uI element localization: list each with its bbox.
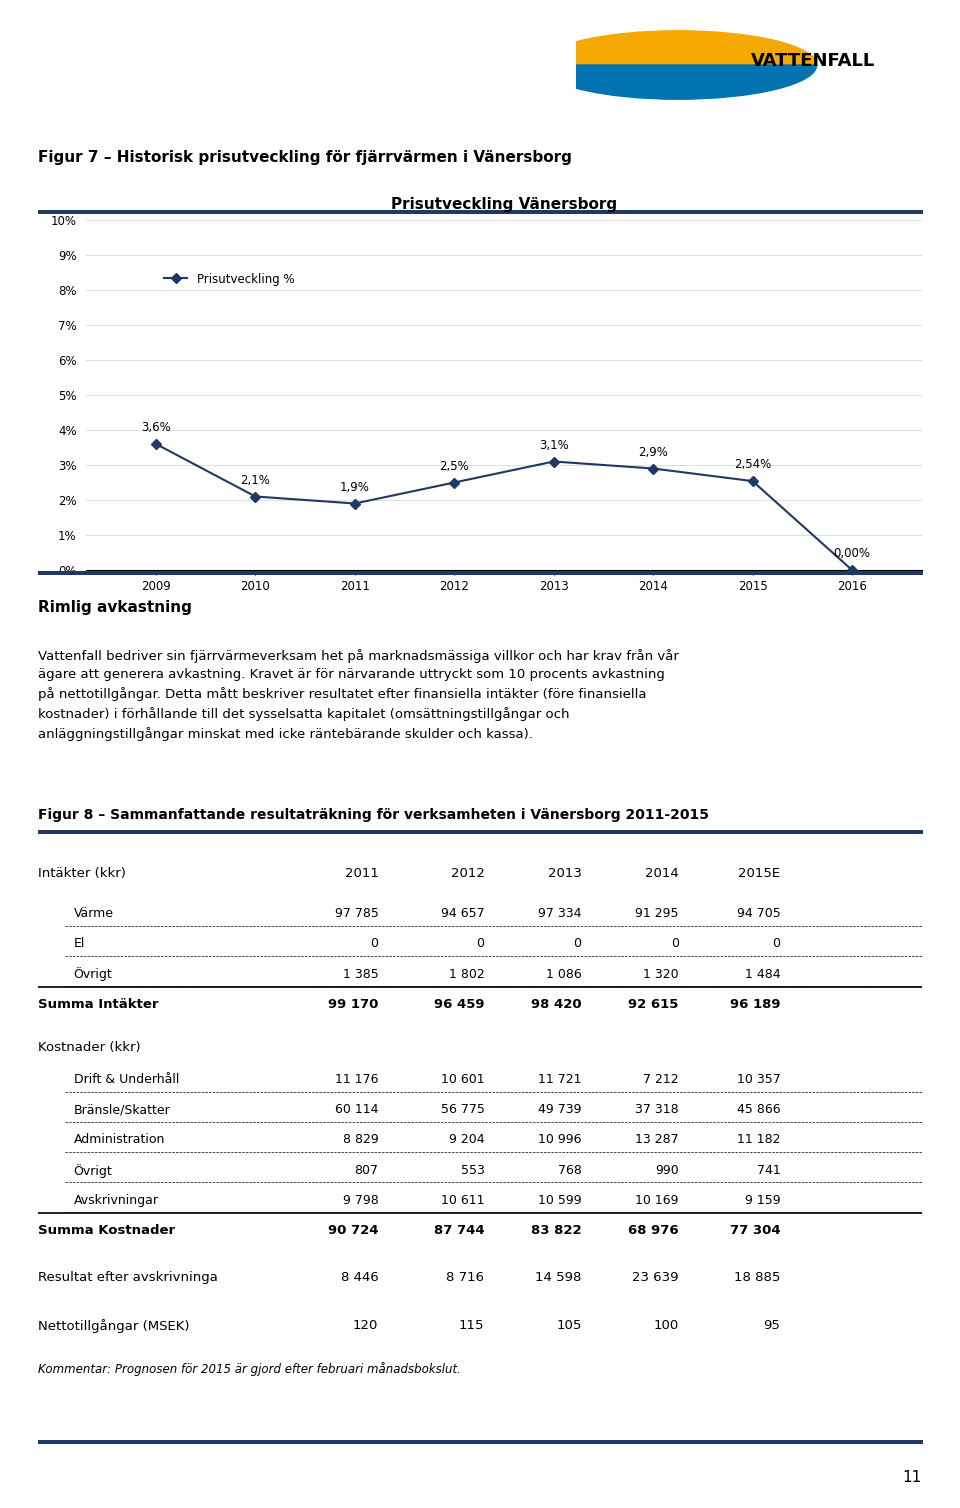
- Text: 9 159: 9 159: [745, 1194, 780, 1206]
- Text: 90 724: 90 724: [328, 1224, 378, 1237]
- Text: 3,1%: 3,1%: [539, 439, 568, 452]
- Text: 14 598: 14 598: [535, 1271, 582, 1285]
- Text: Vattenfall bedriver sin fjärrvärmeverksam het på marknadsmässiga villkor och har: Vattenfall bedriver sin fjärrvärmeverksa…: [38, 648, 680, 742]
- Text: 56 775: 56 775: [441, 1104, 485, 1116]
- Text: 94 657: 94 657: [441, 908, 485, 920]
- Text: 0,00%: 0,00%: [833, 547, 871, 561]
- Text: Drift & Underhåll: Drift & Underhåll: [74, 1074, 180, 1086]
- Text: 2,9%: 2,9%: [638, 446, 668, 458]
- Text: Avskrivningar: Avskrivningar: [74, 1194, 158, 1206]
- Text: 99 170: 99 170: [328, 998, 378, 1010]
- Wedge shape: [540, 65, 817, 100]
- Text: 807: 807: [354, 1164, 378, 1176]
- Text: 0: 0: [371, 938, 378, 950]
- Text: 2014: 2014: [645, 867, 679, 879]
- Text: Övrigt: Övrigt: [74, 1164, 112, 1178]
- Text: 10 357: 10 357: [736, 1074, 780, 1086]
- Text: 10 169: 10 169: [636, 1194, 679, 1206]
- Text: 115: 115: [459, 1320, 485, 1332]
- Text: 1,9%: 1,9%: [340, 481, 370, 493]
- Text: 18 885: 18 885: [733, 1271, 780, 1285]
- Text: 13 287: 13 287: [636, 1134, 679, 1146]
- Text: 8 829: 8 829: [343, 1134, 378, 1146]
- Legend: Prisutveckling %: Prisutveckling %: [159, 268, 300, 291]
- Text: 2,1%: 2,1%: [241, 474, 271, 487]
- Text: 2015E: 2015E: [738, 867, 780, 879]
- Text: Intäkter (kkr): Intäkter (kkr): [38, 867, 127, 879]
- Text: 7 212: 7 212: [643, 1074, 679, 1086]
- Text: 1 086: 1 086: [546, 968, 582, 980]
- Text: 0: 0: [671, 938, 679, 950]
- Text: Figur 8 – Sammanfattande resultaträkning för verksamheten i Vänersborg 2011-2015: Figur 8 – Sammanfattande resultaträkning…: [38, 808, 709, 822]
- Text: 1 802: 1 802: [448, 968, 485, 980]
- Text: 120: 120: [353, 1320, 378, 1332]
- Text: 91 295: 91 295: [636, 908, 679, 920]
- Text: Summa Intäkter: Summa Intäkter: [38, 998, 159, 1010]
- Text: 2012: 2012: [450, 867, 485, 879]
- Text: Värme: Värme: [74, 908, 113, 920]
- Text: 0: 0: [772, 938, 780, 950]
- Text: 11 176: 11 176: [335, 1074, 378, 1086]
- Text: 10 599: 10 599: [538, 1194, 582, 1206]
- Text: 741: 741: [756, 1164, 780, 1176]
- Text: El: El: [74, 938, 85, 950]
- Text: 98 420: 98 420: [531, 998, 582, 1010]
- Text: 3,6%: 3,6%: [141, 421, 171, 434]
- Text: 9 204: 9 204: [448, 1134, 485, 1146]
- Text: 1 385: 1 385: [343, 968, 378, 980]
- Text: 37 318: 37 318: [636, 1104, 679, 1116]
- Text: 49 739: 49 739: [538, 1104, 582, 1116]
- Text: 11: 11: [902, 1470, 922, 1485]
- Text: 87 744: 87 744: [434, 1224, 485, 1237]
- Text: 2,5%: 2,5%: [440, 460, 469, 474]
- Text: 768: 768: [558, 1164, 582, 1176]
- Text: 105: 105: [556, 1320, 582, 1332]
- Text: 96 189: 96 189: [730, 998, 780, 1010]
- Text: VATTENFALL: VATTENFALL: [751, 51, 876, 69]
- Text: 83 822: 83 822: [531, 1224, 582, 1237]
- Text: 8 446: 8 446: [341, 1271, 378, 1285]
- Text: 2013: 2013: [548, 867, 582, 879]
- Text: 11 721: 11 721: [538, 1074, 582, 1086]
- Text: 990: 990: [655, 1164, 679, 1176]
- Text: 10 611: 10 611: [441, 1194, 485, 1206]
- Text: Övrigt: Övrigt: [74, 968, 112, 982]
- Text: 2011: 2011: [345, 867, 378, 879]
- Text: 8 716: 8 716: [446, 1271, 485, 1285]
- Title: Prisutveckling Vänersborg: Prisutveckling Vänersborg: [391, 198, 617, 213]
- Text: 1 320: 1 320: [643, 968, 679, 980]
- Wedge shape: [540, 30, 817, 65]
- Text: Kommentar: Prognosen för 2015 är gjord efter februari månadsbokslut.: Kommentar: Prognosen för 2015 är gjord e…: [38, 1363, 461, 1377]
- Text: 23 639: 23 639: [633, 1271, 679, 1285]
- Text: 77 304: 77 304: [730, 1224, 780, 1237]
- Text: 45 866: 45 866: [736, 1104, 780, 1116]
- Text: 10 601: 10 601: [441, 1074, 485, 1086]
- Text: 97 334: 97 334: [538, 908, 582, 920]
- Text: Administration: Administration: [74, 1134, 165, 1146]
- Text: 100: 100: [654, 1320, 679, 1332]
- Text: 60 114: 60 114: [335, 1104, 378, 1116]
- Text: 2,54%: 2,54%: [734, 458, 771, 472]
- Text: 68 976: 68 976: [628, 1224, 679, 1237]
- Text: Bränsle/Skatter: Bränsle/Skatter: [74, 1104, 171, 1116]
- Text: Kostnader (kkr): Kostnader (kkr): [38, 1041, 141, 1054]
- Text: Resultat efter avskrivninga: Resultat efter avskrivninga: [38, 1271, 218, 1285]
- Text: 96 459: 96 459: [434, 998, 485, 1010]
- Text: Summa Kostnader: Summa Kostnader: [38, 1224, 176, 1237]
- Text: Nettotillgångar (MSEK): Nettotillgångar (MSEK): [38, 1320, 190, 1333]
- Text: 9 798: 9 798: [343, 1194, 378, 1206]
- Text: 94 705: 94 705: [736, 908, 780, 920]
- Text: 95: 95: [763, 1320, 780, 1332]
- Text: 11 182: 11 182: [736, 1134, 780, 1146]
- Text: Figur 7 – Historisk prisutveckling för fjärrvärmen i Vänersborg: Figur 7 – Historisk prisutveckling för f…: [38, 149, 572, 164]
- Text: 1 484: 1 484: [745, 968, 780, 980]
- Text: 553: 553: [461, 1164, 485, 1176]
- Text: Rimlig avkastning: Rimlig avkastning: [38, 600, 192, 615]
- Text: 0: 0: [573, 938, 582, 950]
- Text: 10 996: 10 996: [538, 1134, 582, 1146]
- Text: 0: 0: [476, 938, 485, 950]
- Text: 92 615: 92 615: [629, 998, 679, 1010]
- Text: 97 785: 97 785: [334, 908, 378, 920]
